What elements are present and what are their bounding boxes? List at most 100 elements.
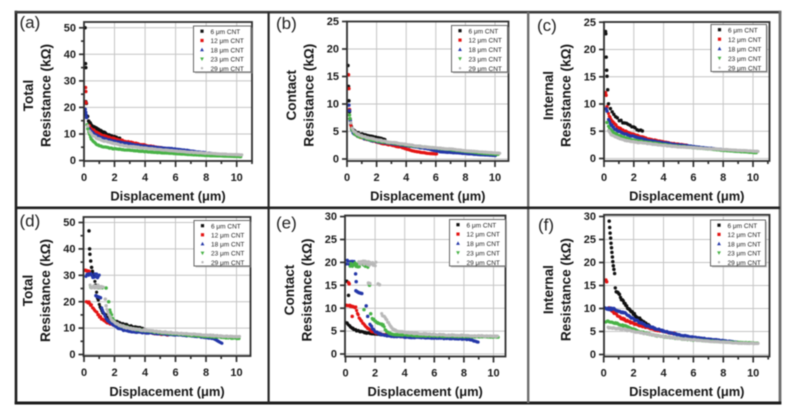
svg-text:23 μm CNT: 23 μm CNT — [211, 57, 244, 64]
svg-text:10: 10 — [489, 172, 501, 184]
svg-text:20: 20 — [584, 44, 596, 56]
svg-text:8: 8 — [462, 172, 468, 184]
svg-text:5: 5 — [331, 326, 337, 338]
svg-text:15: 15 — [327, 71, 339, 83]
svg-text:10: 10 — [64, 129, 76, 141]
svg-text:0: 0 — [601, 367, 607, 379]
svg-text:0: 0 — [81, 367, 87, 379]
svg-text:29 μm CNT: 29 μm CNT — [467, 260, 500, 267]
svg-text:29 μm CNT: 29 μm CNT — [728, 260, 761, 267]
svg-text:Displacement (μm): Displacement (μm) — [109, 384, 224, 399]
svg-text:0: 0 — [70, 155, 76, 167]
svg-text:Resistance (kΩ): Resistance (kΩ) — [300, 238, 315, 341]
svg-text:0: 0 — [590, 153, 596, 165]
svg-text:6: 6 — [433, 172, 439, 184]
svg-text:18 μm CNT: 18 μm CNT — [211, 47, 244, 54]
svg-text:10: 10 — [325, 303, 337, 315]
svg-text:15: 15 — [584, 71, 596, 83]
svg-text:Displacement (μm): Displacement (μm) — [368, 384, 483, 399]
svg-text:8: 8 — [720, 172, 726, 184]
svg-text:10: 10 — [230, 367, 242, 379]
svg-text:30: 30 — [584, 211, 596, 223]
svg-text:23 μm CNT: 23 μm CNT — [211, 251, 244, 258]
svg-text:23 μm CNT: 23 μm CNT — [728, 251, 761, 258]
svg-text:29 μm CNT: 29 μm CNT — [728, 65, 761, 72]
svg-text:8: 8 — [461, 367, 467, 379]
svg-text:25: 25 — [584, 234, 596, 246]
svg-text:6 μm CNT: 6 μm CNT — [728, 223, 758, 230]
svg-text:8: 8 — [203, 172, 209, 184]
svg-text:Displacement (μm): Displacement (μm) — [370, 189, 485, 204]
svg-text:12 μm CNT: 12 μm CNT — [728, 37, 761, 44]
svg-text:23 μm CNT: 23 μm CNT — [728, 56, 761, 63]
svg-text:4: 4 — [142, 172, 149, 184]
svg-text:2: 2 — [111, 367, 117, 379]
svg-text:6 μm CNT: 6 μm CNT — [469, 28, 499, 35]
svg-text:Resistance (kΩ): Resistance (kΩ) — [38, 239, 53, 342]
svg-text:29 μm CNT: 29 μm CNT — [211, 66, 244, 73]
svg-text:2: 2 — [631, 172, 637, 184]
svg-text:40: 40 — [64, 49, 76, 61]
svg-text:2: 2 — [374, 172, 380, 184]
svg-text:25: 25 — [325, 234, 337, 246]
svg-text:Resistance (kΩ): Resistance (kΩ) — [559, 238, 574, 341]
svg-text:4: 4 — [660, 367, 667, 379]
svg-text:30: 30 — [64, 76, 76, 88]
svg-text:Displacement (μm): Displacement (μm) — [629, 384, 744, 399]
svg-text:Contact: Contact — [284, 69, 299, 120]
svg-text:Total: Total — [21, 275, 36, 306]
svg-text:6 μm CNT: 6 μm CNT — [728, 27, 758, 34]
svg-text:23 μm CNT: 23 μm CNT — [469, 56, 502, 63]
svg-text:2: 2 — [372, 367, 378, 379]
svg-text:5: 5 — [590, 326, 596, 338]
svg-text:25: 25 — [327, 16, 339, 28]
svg-text:6 μm CNT: 6 μm CNT — [211, 223, 241, 230]
svg-text:6: 6 — [173, 172, 179, 184]
svg-text:12 μm CNT: 12 μm CNT — [469, 38, 502, 45]
svg-text:6: 6 — [431, 367, 437, 379]
svg-text:10: 10 — [327, 99, 339, 111]
svg-text:2: 2 — [631, 367, 637, 379]
svg-text:4: 4 — [661, 172, 668, 184]
svg-text:0: 0 — [590, 349, 596, 361]
svg-text:8: 8 — [203, 367, 209, 379]
svg-text:Resistance (kΩ): Resistance (kΩ) — [302, 44, 317, 147]
svg-text:4: 4 — [402, 367, 409, 379]
svg-text:25: 25 — [584, 17, 596, 29]
svg-text:10: 10 — [487, 367, 499, 379]
svg-text:12 μm CNT: 12 μm CNT — [211, 232, 244, 239]
svg-text:2: 2 — [111, 172, 117, 184]
svg-text:(c): (c) — [537, 16, 557, 35]
svg-text:(a): (a) — [20, 13, 41, 32]
svg-text:Total: Total — [21, 80, 36, 111]
svg-text:10: 10 — [231, 172, 243, 184]
svg-text:30: 30 — [63, 270, 75, 282]
svg-text:0: 0 — [331, 349, 337, 361]
svg-text:12 μm CNT: 12 μm CNT — [467, 232, 500, 239]
svg-text:4: 4 — [142, 367, 149, 379]
svg-text:15: 15 — [325, 280, 337, 292]
svg-text:18 μm CNT: 18 μm CNT — [728, 46, 761, 53]
svg-text:(e): (e) — [276, 214, 297, 233]
svg-text:10: 10 — [63, 323, 75, 335]
svg-text:Internal: Internal — [541, 71, 556, 120]
svg-text:18 μm CNT: 18 μm CNT — [467, 241, 500, 248]
svg-text:20: 20 — [584, 257, 596, 269]
svg-text:0: 0 — [342, 367, 348, 379]
svg-text:20: 20 — [325, 257, 337, 269]
svg-text:Contact: Contact — [282, 264, 297, 315]
svg-text:20: 20 — [327, 44, 339, 56]
svg-text:0: 0 — [333, 154, 339, 166]
svg-text:18 μm CNT: 18 μm CNT — [211, 242, 244, 249]
svg-text:29 μm CNT: 29 μm CNT — [469, 66, 502, 73]
svg-text:Resistance (kΩ): Resistance (kΩ) — [39, 44, 54, 147]
svg-text:10: 10 — [584, 99, 596, 111]
svg-text:5: 5 — [590, 126, 596, 138]
svg-text:18 μm CNT: 18 μm CNT — [469, 47, 502, 54]
svg-text:(d): (d) — [20, 212, 41, 231]
svg-text:6: 6 — [172, 367, 178, 379]
svg-text:Displacement (μm): Displacement (μm) — [629, 189, 744, 204]
svg-text:30: 30 — [325, 211, 337, 223]
svg-text:6 μm CNT: 6 μm CNT — [467, 222, 497, 229]
svg-text:50: 50 — [63, 217, 75, 229]
